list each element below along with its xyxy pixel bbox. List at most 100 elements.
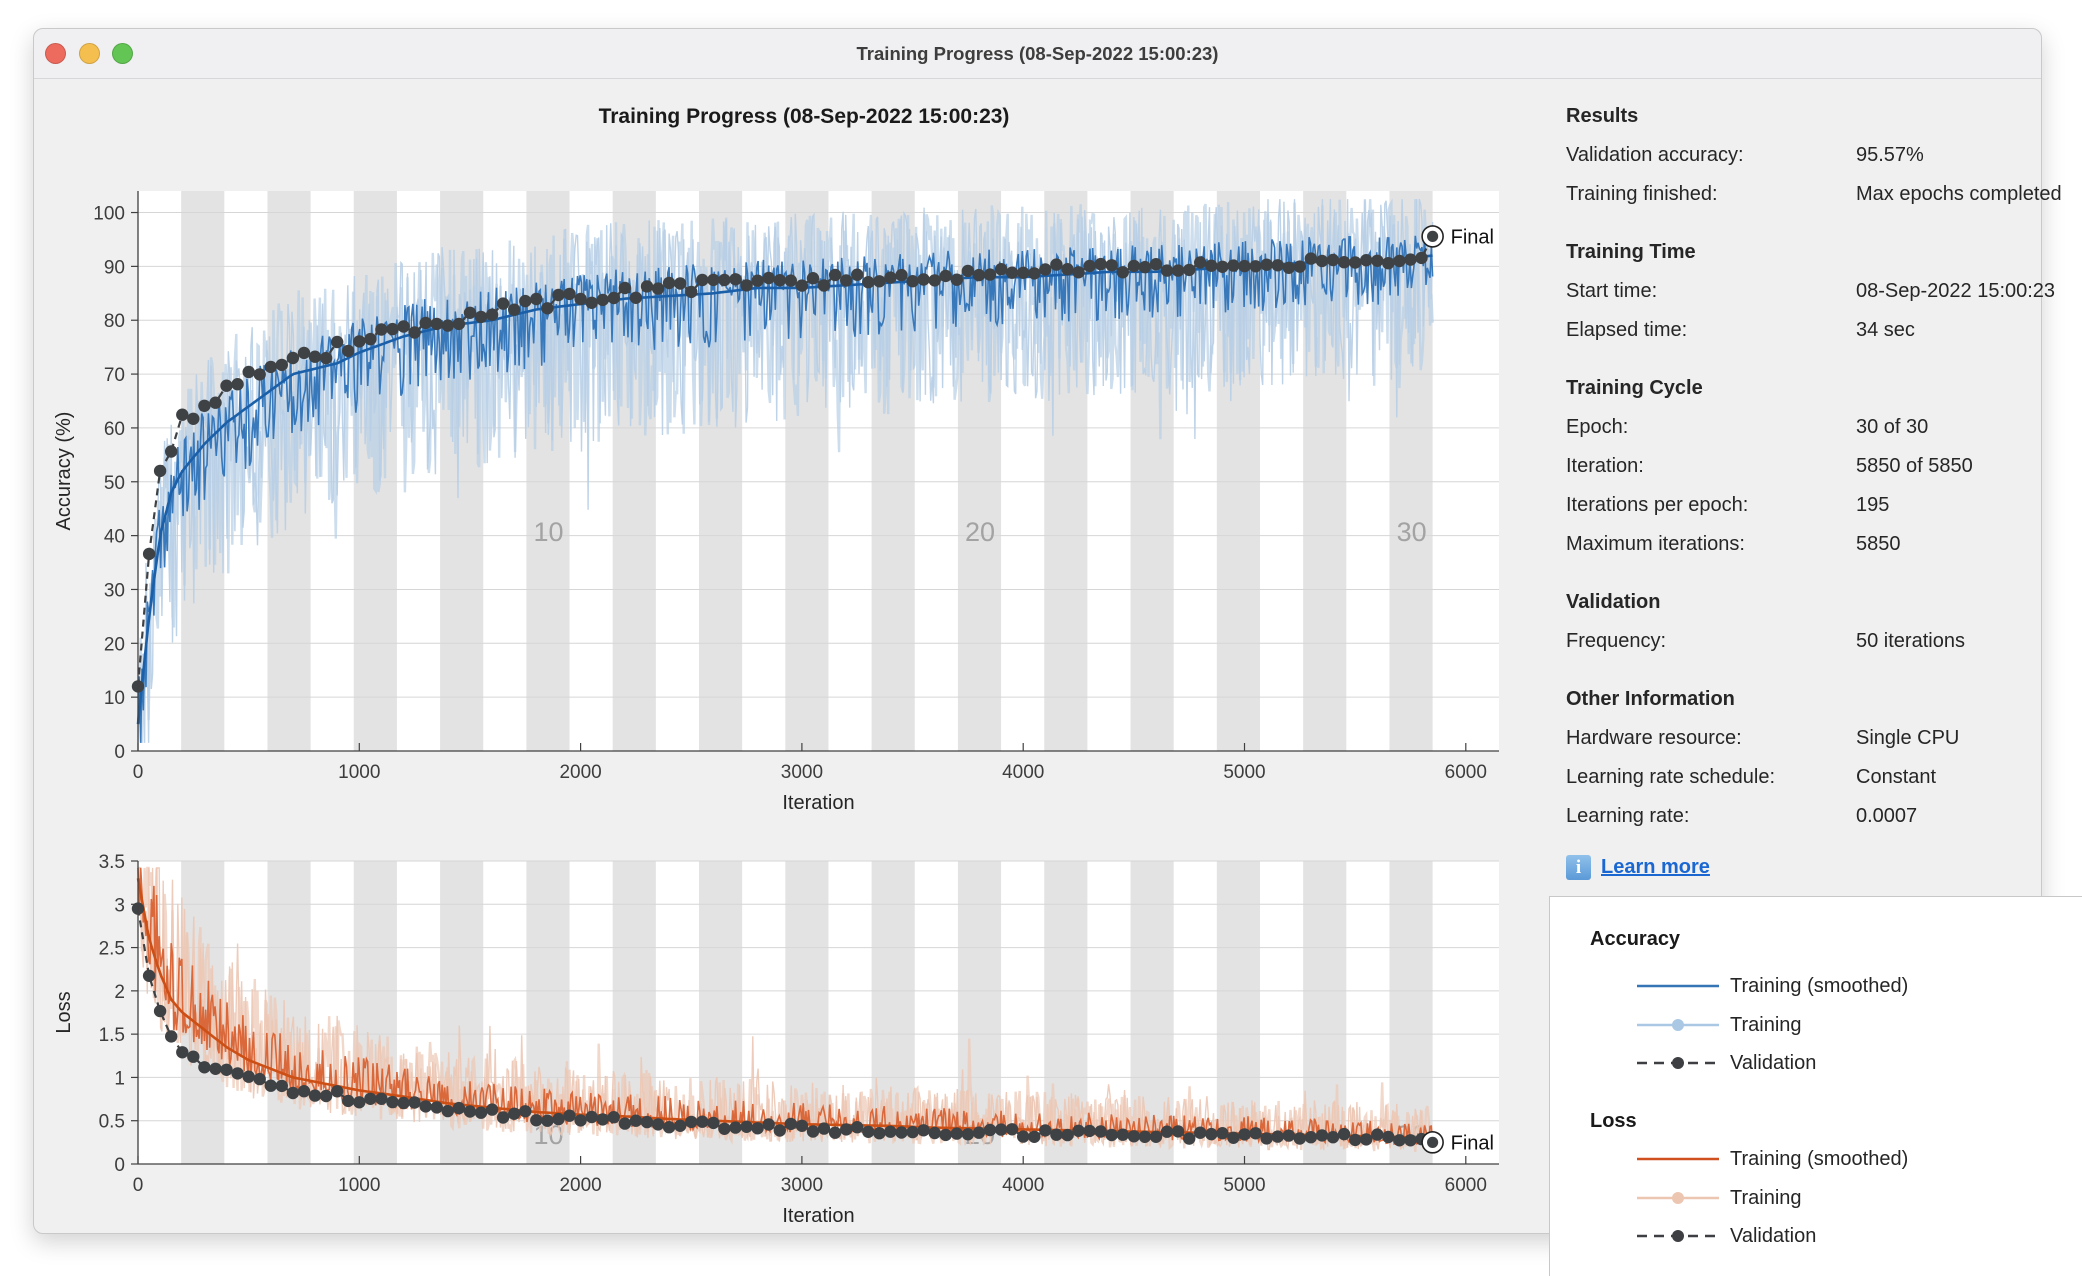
validation-point bbox=[463, 306, 477, 319]
validation-point bbox=[364, 332, 377, 346]
y-tick-label: 2.5 bbox=[99, 939, 125, 960]
validation-point bbox=[972, 268, 986, 282]
validation-point bbox=[1271, 259, 1284, 272]
info-label: Elapsed time: bbox=[1566, 319, 1688, 341]
legend-label: Training bbox=[1730, 1186, 1802, 1209]
validation-point bbox=[1138, 1130, 1152, 1143]
legend-heading-loss: Loss bbox=[1590, 1110, 1637, 1132]
validation-point bbox=[1072, 266, 1085, 279]
validation-point bbox=[1371, 1128, 1384, 1141]
info-label: Maximum iterations: bbox=[1566, 533, 1745, 555]
info-label: Learning rate: bbox=[1566, 805, 1690, 827]
y-tick-label: 0.5 bbox=[99, 1112, 125, 1133]
info-row: Learning rate: 0.0007 bbox=[1566, 804, 2071, 828]
validation-point bbox=[696, 1115, 709, 1128]
info-value: 0.0007 bbox=[1856, 805, 1918, 827]
validation-point bbox=[198, 1061, 211, 1074]
validation-point bbox=[1282, 1129, 1296, 1142]
validation-point bbox=[165, 445, 178, 458]
info-row: Training finished: Max epochs completed bbox=[1566, 182, 2071, 206]
validation-point bbox=[198, 399, 211, 412]
validation-point bbox=[264, 360, 277, 374]
y-tick-label: 0 bbox=[114, 1155, 125, 1176]
validation-point bbox=[840, 274, 853, 287]
learn-more-link[interactable]: Learn more bbox=[1601, 856, 1710, 879]
validation-point bbox=[1393, 254, 1406, 268]
validation-point bbox=[795, 1119, 809, 1132]
validation-point bbox=[1160, 264, 1174, 277]
info-sections: Results Validation accuracy: 95.57% Trainin… bbox=[1566, 104, 2071, 828]
learn-more-row: i Learn more bbox=[1566, 854, 2071, 881]
validation-point bbox=[928, 274, 941, 287]
validation-point bbox=[862, 1125, 875, 1138]
validation-point bbox=[1337, 256, 1351, 269]
x-tick-label: 4000 bbox=[1002, 762, 1044, 783]
validation-point bbox=[906, 1125, 919, 1139]
validation-point bbox=[386, 322, 399, 336]
training-progress-window: Training Progress (08-Sep-2022 15:00:23)… bbox=[33, 28, 2062, 1234]
x-axis-label: Iteration bbox=[782, 1205, 854, 1227]
line-dot-legend-swatch bbox=[1637, 1191, 1719, 1204]
y-tick-label: 1.5 bbox=[99, 1025, 125, 1046]
validation-point bbox=[408, 1096, 421, 1109]
info-row: Validation accuracy: 95.57% bbox=[1566, 143, 2071, 167]
validation-point bbox=[629, 291, 643, 304]
validation-point bbox=[1382, 1130, 1395, 1144]
validation-point bbox=[508, 303, 521, 316]
validation-point bbox=[939, 269, 952, 283]
validation-point bbox=[1205, 259, 1218, 272]
info-icon: i bbox=[1566, 855, 1591, 881]
legend-label: Validation bbox=[1730, 1052, 1817, 1074]
validation-point bbox=[264, 1079, 277, 1092]
validation-point bbox=[297, 1085, 311, 1098]
info-row: Hardware resource: Single CPU bbox=[1566, 726, 2071, 750]
validation-point bbox=[187, 1050, 200, 1063]
validation-point bbox=[220, 379, 233, 392]
validation-point bbox=[1360, 254, 1373, 267]
info-label: Training finished: bbox=[1566, 183, 1718, 205]
validation-point bbox=[1083, 1124, 1096, 1138]
info-label: Start time: bbox=[1566, 280, 1658, 302]
validation-point bbox=[1315, 1129, 1329, 1142]
validation-point bbox=[1371, 254, 1384, 267]
legend-label: Training (smoothed) bbox=[1730, 1148, 1909, 1170]
validation-point bbox=[308, 1089, 322, 1102]
validation-point bbox=[740, 279, 753, 292]
validation-point bbox=[231, 1067, 244, 1080]
validation-point bbox=[563, 1109, 576, 1122]
validation-point bbox=[607, 291, 620, 305]
x-tick-label: 1000 bbox=[338, 1175, 380, 1196]
validation-point bbox=[308, 350, 322, 363]
info-label: Hardware resource: bbox=[1566, 727, 1742, 749]
line-dot-legend-swatch bbox=[1637, 1018, 1719, 1031]
epoch-band bbox=[353, 861, 397, 1164]
validation-point bbox=[397, 320, 410, 333]
validation-point bbox=[1360, 1133, 1373, 1146]
validation-point bbox=[1039, 1124, 1052, 1137]
info-value: 5850 bbox=[1856, 533, 1901, 555]
y-tick-label: 60 bbox=[104, 419, 125, 440]
info-value: Max epochs completed bbox=[1856, 183, 2062, 205]
validation-point bbox=[176, 408, 189, 421]
validation-point bbox=[165, 1030, 178, 1043]
x-tick-label: 3000 bbox=[781, 762, 823, 783]
validation-point bbox=[718, 273, 731, 287]
validation-point bbox=[1028, 267, 1041, 280]
info-heading-training-cycle: Training Cycle bbox=[1566, 377, 1703, 399]
validation-point bbox=[1249, 1127, 1262, 1140]
info-row: Iteration: 5850 of 5850 bbox=[1566, 454, 2071, 478]
minimize-button[interactable] bbox=[79, 43, 100, 64]
validation-point bbox=[1205, 1127, 1218, 1141]
close-button[interactable] bbox=[45, 43, 66, 64]
legend-label: Validation bbox=[1730, 1225, 1817, 1247]
maximize-button[interactable] bbox=[112, 43, 133, 64]
y-tick-label: 30 bbox=[104, 580, 125, 601]
validation-point bbox=[375, 1092, 388, 1105]
validation-point bbox=[209, 396, 222, 409]
epoch-band bbox=[440, 861, 484, 1164]
validation-point bbox=[1183, 1132, 1196, 1145]
validation-point bbox=[795, 279, 809, 292]
axes: 0 1000 2000 3000 4000 5000 6000 0 0.5 1 1.5 2 2.5 3 3.… bbox=[99, 852, 1499, 1196]
validation-point bbox=[972, 1126, 986, 1139]
validation-point bbox=[1005, 1123, 1019, 1136]
